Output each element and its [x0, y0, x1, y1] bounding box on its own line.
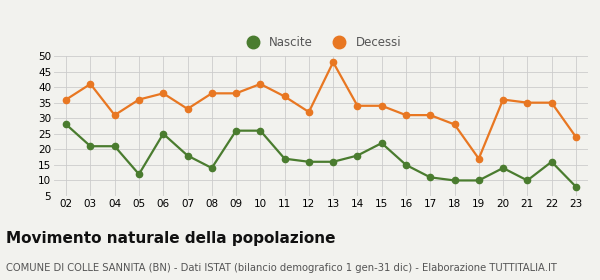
- Decessi: [451, 123, 458, 126]
- Decessi: [257, 82, 264, 86]
- Nascite: [305, 160, 313, 164]
- Nascite: [208, 166, 215, 170]
- Decessi: [184, 107, 191, 111]
- Nascite: [111, 144, 118, 148]
- Line: Decessi: Decessi: [63, 59, 579, 162]
- Nascite: [62, 123, 70, 126]
- Nascite: [184, 154, 191, 157]
- Nascite: [378, 141, 385, 145]
- Nascite: [354, 154, 361, 157]
- Nascite: [403, 163, 410, 167]
- Decessi: [427, 113, 434, 117]
- Nascite: [257, 129, 264, 132]
- Nascite: [548, 160, 555, 164]
- Decessi: [572, 135, 580, 139]
- Decessi: [475, 157, 482, 160]
- Legend: Nascite, Decessi: Nascite, Decessi: [236, 31, 406, 53]
- Decessi: [111, 113, 118, 117]
- Text: COMUNE DI COLLE SANNITA (BN) - Dati ISTAT (bilancio demografico 1 gen-31 dic) - : COMUNE DI COLLE SANNITA (BN) - Dati ISTA…: [6, 263, 557, 273]
- Nascite: [232, 129, 239, 132]
- Decessi: [232, 92, 239, 95]
- Decessi: [329, 60, 337, 64]
- Nascite: [427, 176, 434, 179]
- Decessi: [305, 110, 313, 114]
- Nascite: [524, 179, 531, 182]
- Nascite: [87, 144, 94, 148]
- Line: Nascite: Nascite: [63, 121, 579, 190]
- Nascite: [499, 166, 506, 170]
- Decessi: [62, 98, 70, 101]
- Decessi: [548, 101, 555, 104]
- Decessi: [87, 82, 94, 86]
- Decessi: [208, 92, 215, 95]
- Nascite: [281, 157, 288, 160]
- Nascite: [451, 179, 458, 182]
- Nascite: [160, 132, 167, 136]
- Nascite: [475, 179, 482, 182]
- Decessi: [378, 104, 385, 108]
- Decessi: [354, 104, 361, 108]
- Nascite: [572, 185, 580, 188]
- Decessi: [403, 113, 410, 117]
- Decessi: [136, 98, 143, 101]
- Decessi: [281, 95, 288, 98]
- Text: Movimento naturale della popolazione: Movimento naturale della popolazione: [6, 231, 335, 246]
- Nascite: [136, 172, 143, 176]
- Decessi: [160, 92, 167, 95]
- Decessi: [499, 98, 506, 101]
- Nascite: [329, 160, 337, 164]
- Decessi: [524, 101, 531, 104]
